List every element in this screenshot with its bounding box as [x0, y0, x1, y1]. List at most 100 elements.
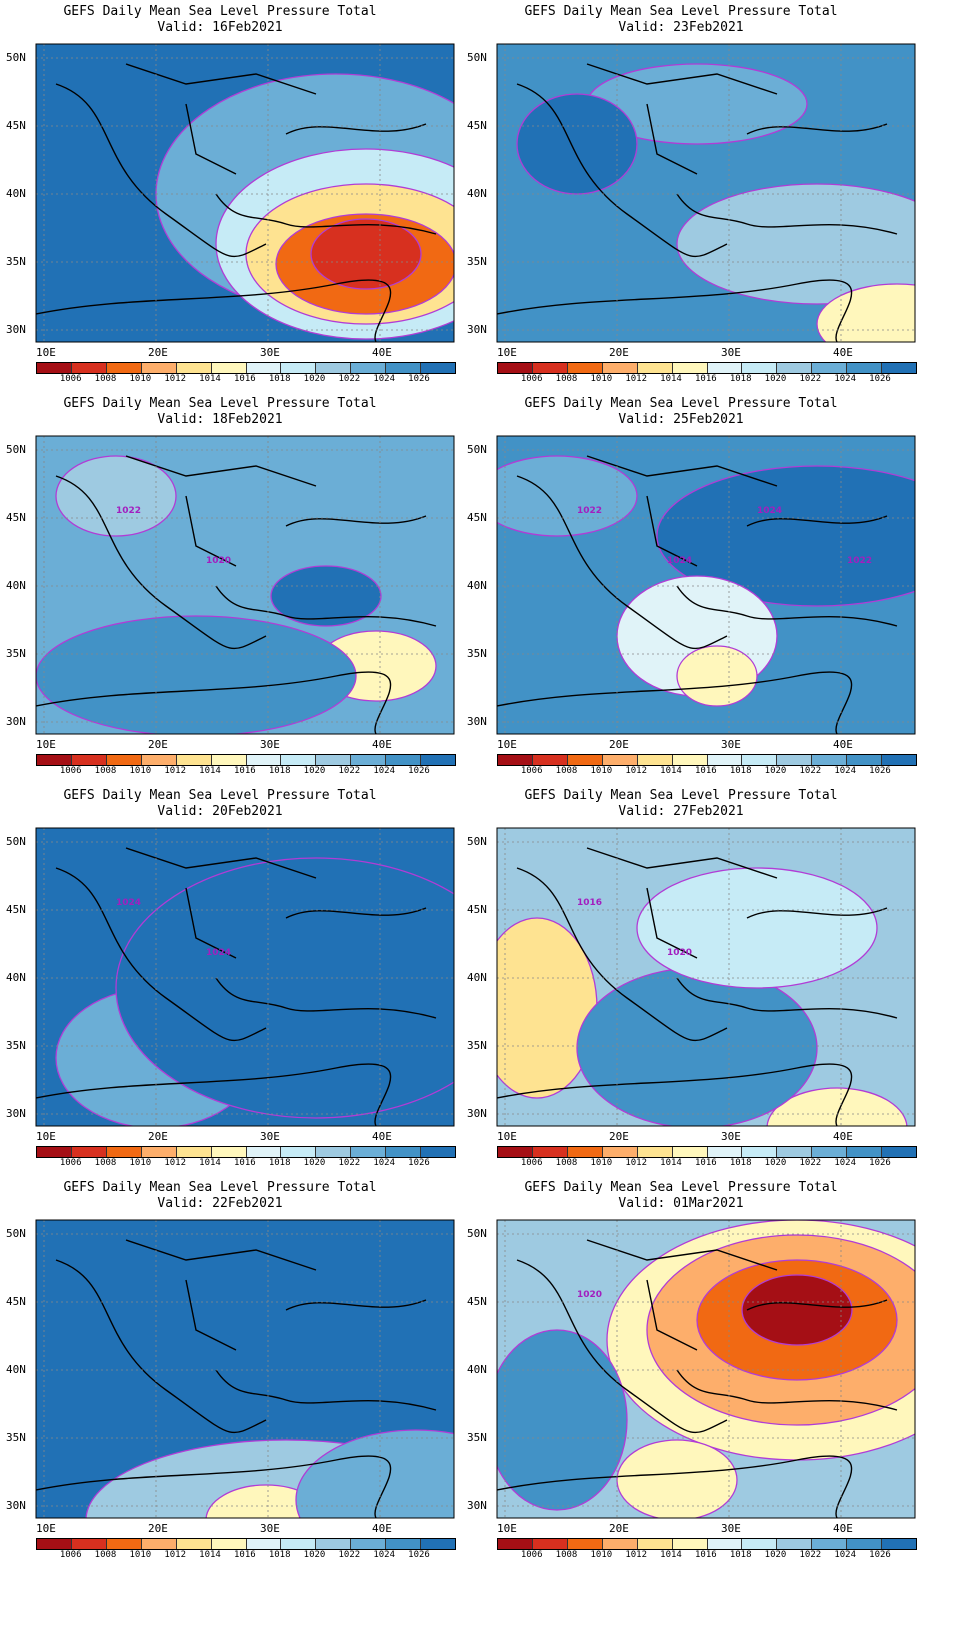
colorbar-swatch — [812, 1539, 848, 1549]
colorbar-swatch — [351, 755, 387, 765]
colorbar-label: 1006 — [59, 374, 82, 384]
coastline — [215, 1369, 437, 1411]
lat-label: 35N — [467, 1039, 487, 1052]
map-frame — [496, 1219, 916, 1519]
colorbar-swatch — [777, 1539, 813, 1549]
colorbar — [36, 362, 456, 374]
colorbar-label: 1022 — [338, 374, 361, 384]
lon-label: 30E — [721, 1522, 741, 1535]
lat-label: 30N — [467, 715, 487, 728]
colorbar-label: 1026 — [869, 766, 891, 776]
lon-label: 40E — [372, 346, 392, 359]
isobar-region — [741, 1274, 853, 1346]
coastline — [55, 1259, 267, 1434]
lon-label: 30E — [260, 738, 280, 751]
colorbar-swatch — [106, 363, 142, 373]
colorbar-label: 1026 — [869, 374, 891, 384]
lon-label: 40E — [833, 738, 853, 751]
lat-label: 40N — [6, 1363, 26, 1376]
colorbar-swatch — [847, 1147, 883, 1157]
lat-label: 30N — [6, 323, 26, 336]
colorbar-label: 1016 — [234, 766, 256, 776]
colorbar — [497, 1146, 917, 1158]
map-panel: GEFS Daily Mean Sea Level Pressure Total… — [461, 1176, 917, 1566]
colorbar-label: 1014 — [660, 374, 682, 384]
lon-label: 30E — [260, 1522, 280, 1535]
colorbar-swatch — [141, 1539, 177, 1549]
coastline — [746, 1299, 888, 1311]
colorbar-label: 1024 — [834, 1550, 857, 1560]
colorbar-swatch — [637, 755, 673, 765]
colorbar-swatch — [141, 755, 177, 765]
isobar-label: 1024 — [667, 556, 693, 566]
colorbar-label: 1014 — [199, 1550, 221, 1560]
lon-label: 30E — [721, 1130, 741, 1143]
colorbar-swatch — [37, 1147, 72, 1157]
colorbar-swatch — [882, 363, 917, 373]
map-frame — [35, 827, 455, 1127]
isobar-label: 1016 — [577, 898, 603, 908]
lat-label: 30N — [6, 1107, 26, 1120]
lon-label: 10E — [497, 738, 517, 751]
coastline — [746, 123, 888, 135]
colorbar-label: 1008 — [94, 1158, 117, 1168]
colorbar-label: 1014 — [660, 766, 682, 776]
colorbar-label: 1006 — [59, 766, 82, 776]
map-frame — [35, 435, 455, 735]
colorbar-label: 1008 — [555, 374, 578, 384]
lat-label: 50N — [6, 1227, 26, 1240]
lon-label: 40E — [372, 1522, 392, 1535]
colorbar-label: 1024 — [373, 1550, 396, 1560]
colorbar-label: 1020 — [303, 1158, 326, 1168]
lon-label: 20E — [609, 1522, 629, 1535]
colorbar-swatch — [351, 1539, 387, 1549]
colorbar-label: 1018 — [729, 374, 752, 384]
colorbar-label: 1020 — [764, 1550, 787, 1560]
colorbar-swatch — [567, 363, 603, 373]
colorbar-swatch — [176, 1539, 212, 1549]
lon-label: 40E — [372, 1130, 392, 1143]
colorbar-swatch — [602, 1539, 638, 1549]
lat-label: 40N — [6, 579, 26, 592]
colorbar-swatch — [386, 755, 422, 765]
lon-label: 40E — [833, 1522, 853, 1535]
coastline — [676, 585, 898, 627]
lat-label: 40N — [467, 579, 487, 592]
lon-label: 10E — [36, 1130, 56, 1143]
panel-valid-date: Valid: 16Feb2021 — [157, 20, 283, 35]
map-panel: GEFS Daily Mean Sea Level Pressure Total… — [0, 784, 456, 1174]
colorbar-swatch — [882, 1147, 917, 1157]
colorbar-swatch — [567, 1147, 603, 1157]
colorbar-label: 1018 — [268, 374, 291, 384]
pressure-map — [35, 827, 455, 1127]
colorbar-label: 1022 — [338, 766, 361, 776]
colorbar-swatch — [742, 1147, 778, 1157]
coastline — [185, 887, 237, 959]
colorbar — [497, 1538, 917, 1550]
isobar-region — [270, 565, 382, 627]
lat-label: 40N — [6, 187, 26, 200]
isobar-region — [36, 615, 357, 734]
colorbar-label: 1020 — [764, 766, 787, 776]
lon-label: 40E — [372, 738, 392, 751]
colorbar-label: 1008 — [94, 374, 117, 384]
colorbar-label: 1008 — [94, 1550, 117, 1560]
colorbar-label: 1008 — [555, 766, 578, 776]
colorbar-swatch — [498, 1539, 533, 1549]
lon-label: 10E — [36, 738, 56, 751]
coastline — [36, 1063, 392, 1126]
colorbar-swatch — [847, 363, 883, 373]
colorbar-swatch — [672, 755, 708, 765]
isobar-region — [497, 917, 598, 1099]
colorbar-label: 1006 — [520, 766, 543, 776]
coastline — [215, 193, 437, 235]
lat-label: 50N — [467, 51, 487, 64]
coastline — [746, 907, 888, 919]
lat-label: 50N — [6, 443, 26, 456]
lat-label: 45N — [467, 511, 487, 524]
coastline — [497, 1455, 853, 1518]
colorbar-label: 1012 — [625, 1550, 648, 1560]
colorbar-label: 1016 — [234, 374, 256, 384]
lat-label: 40N — [467, 1363, 487, 1376]
panel-title: GEFS Daily Mean Sea Level Pressure Total — [524, 4, 838, 19]
